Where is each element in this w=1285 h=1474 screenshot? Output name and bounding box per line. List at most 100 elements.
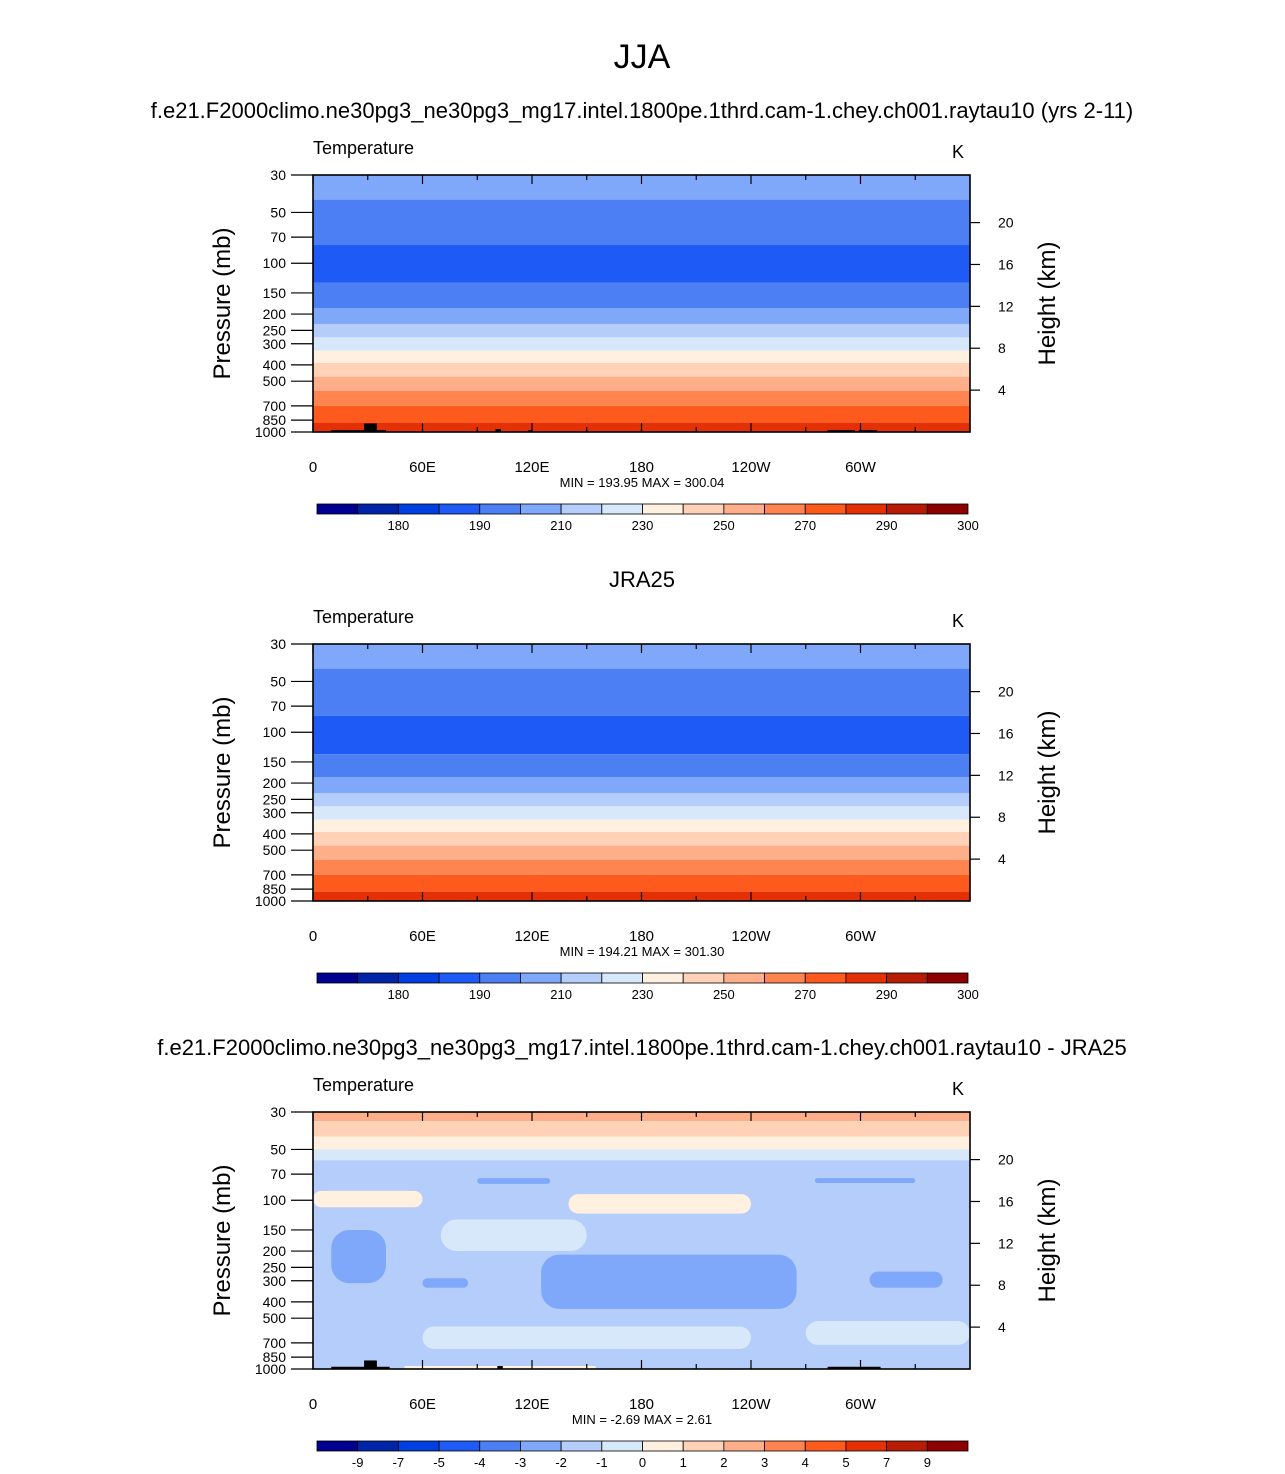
diff-ytick-label: 70 [270, 1166, 286, 1182]
model-band-4 [313, 308, 970, 325]
diff-ytick-label: 850 [263, 1349, 287, 1365]
diff-land-0 [331, 1366, 390, 1369]
model-band-10 [313, 390, 970, 406]
obs-colorbar-label: 290 [876, 987, 898, 1002]
diff-xtick-label: 180 [629, 1396, 654, 1413]
obs-ytick-label: 300 [263, 805, 287, 821]
obs-colorbar-box [520, 972, 562, 984]
diff-ytick-label: 250 [263, 1259, 287, 1275]
model-ylabel-right: Height (km) [1034, 241, 1061, 365]
diff-stats: MIN = -2.69 MAX = 2.61 [572, 1412, 712, 1427]
diff-colorbar-label: -3 [515, 1455, 527, 1470]
diff-xtick-label: 120E [514, 1396, 549, 1413]
diff-patch-8 [477, 1178, 551, 1184]
obs-units-label: K [952, 611, 964, 631]
model-ytick-label: 30 [270, 167, 286, 183]
diff-height-label: 20 [998, 1152, 1014, 1168]
diff-height-label: 16 [998, 1193, 1014, 1209]
diff-xtick-label: 0 [309, 1396, 317, 1413]
diff-colorbar-label: 7 [883, 1455, 890, 1470]
diff-ylabel-right: Height (km) [1034, 1178, 1061, 1302]
obs-colorbar-box [357, 972, 399, 984]
obs-colorbar-box [397, 972, 440, 984]
obs-ytick-label: 400 [263, 826, 287, 842]
obs-colorbar-box [764, 972, 806, 984]
diff-colorbar-box [438, 1440, 481, 1452]
diff-patch-6 [422, 1278, 469, 1288]
model-ytick-label: 300 [263, 336, 287, 352]
diff-ytick-label: 500 [263, 1310, 287, 1326]
obs-colorbar-label: 270 [794, 987, 816, 1002]
diff-patch-1 [440, 1219, 587, 1252]
model-ytick-label: 250 [263, 322, 287, 338]
model-xtick-label: 120W [731, 459, 771, 476]
diff-colorbar-box [642, 1440, 684, 1452]
diff-colorbar-label: -1 [596, 1455, 608, 1470]
diff-ytick-label: 50 [270, 1141, 286, 1157]
obs-colorbar-box [560, 972, 603, 984]
model-colorbar-box [723, 503, 765, 515]
model-height-label: 16 [998, 256, 1014, 272]
diff-colorbar-label: 0 [639, 1455, 646, 1470]
model-ytick-label: 1000 [255, 424, 286, 440]
obs-colorbar-box [682, 972, 725, 984]
model-colorbar-box [479, 503, 521, 515]
model-land-3 [528, 430, 532, 432]
obs-colorbar-label: 190 [469, 987, 491, 1002]
model-ytick-label: 700 [263, 398, 287, 414]
obs-ytick-label: 500 [263, 842, 287, 858]
model-xtick-label: 180 [629, 459, 654, 476]
obs-colorbar-box [438, 972, 481, 984]
diff-colorbar-box [723, 1440, 765, 1452]
model-xtick-label: 60W [845, 459, 877, 476]
diff-patch-11 [568, 1194, 751, 1214]
diff-colorbar-box [926, 1440, 969, 1452]
obs-height-label: 20 [998, 684, 1014, 700]
obs-band-1 [313, 668, 970, 716]
obs-colorbar-box [886, 972, 928, 984]
diff-colorbar-box [804, 1440, 847, 1452]
model-colorbar-box [642, 503, 684, 515]
model-land-1 [364, 423, 377, 432]
diff-patch-10 [313, 1190, 423, 1208]
model-height-label: 8 [998, 340, 1006, 356]
diff-colorbar-box [886, 1440, 928, 1452]
obs-variable-label: Temperature [313, 607, 414, 627]
obs-stats: MIN = 194.21 MAX = 301.30 [560, 944, 725, 959]
obs-colorbar-label: 180 [388, 987, 410, 1002]
diff-colorbar-label: -5 [433, 1455, 445, 1470]
model-ytick-label: 200 [263, 306, 287, 322]
obs-ytick-label: 30 [270, 636, 286, 652]
diff-panel: 0 60E 120E 180 120W 60W3050701001502002503004… [209, 1075, 1061, 1470]
obs-colorbar-box [642, 972, 684, 984]
obs-ytick-label: 250 [263, 791, 287, 807]
diff-colorbar-label: -9 [352, 1455, 364, 1470]
obs-colorbar-label: 210 [550, 987, 572, 1002]
obs-band-11 [313, 874, 970, 892]
diff-patch-3 [805, 1321, 970, 1345]
model-colorbar-label: 300 [957, 518, 979, 533]
model-stats: MIN = 193.95 MAX = 300.04 [560, 475, 725, 490]
diff-height-label: 12 [998, 1235, 1014, 1251]
obs-colorbar-box [316, 972, 359, 984]
model-colorbar-box [357, 503, 399, 515]
obs-height-label: 12 [998, 767, 1014, 783]
model-colorbar-label: 270 [794, 518, 816, 533]
model-band-7 [313, 350, 970, 363]
obs-ytick-label: 700 [263, 867, 287, 883]
diff-ytick-label: 300 [263, 1273, 287, 1289]
diff-ytick-label: 400 [263, 1294, 287, 1310]
diff-land-1 [364, 1360, 377, 1369]
obs-xtick-label: 120W [731, 928, 771, 945]
model-ytick-label: 500 [263, 373, 287, 389]
obs-ytick-label: 150 [263, 754, 287, 770]
model-colorbar-box [560, 503, 603, 515]
obs-xtick-label: 60E [409, 928, 436, 945]
obs-band-8 [313, 831, 970, 846]
diff-colorbar-box [845, 1440, 888, 1452]
diff-colorbar-box [764, 1440, 806, 1452]
model-colorbar-label: 230 [632, 518, 654, 533]
diff-ytick-label: 1000 [255, 1361, 286, 1377]
model-colorbar-label: 290 [876, 518, 898, 533]
